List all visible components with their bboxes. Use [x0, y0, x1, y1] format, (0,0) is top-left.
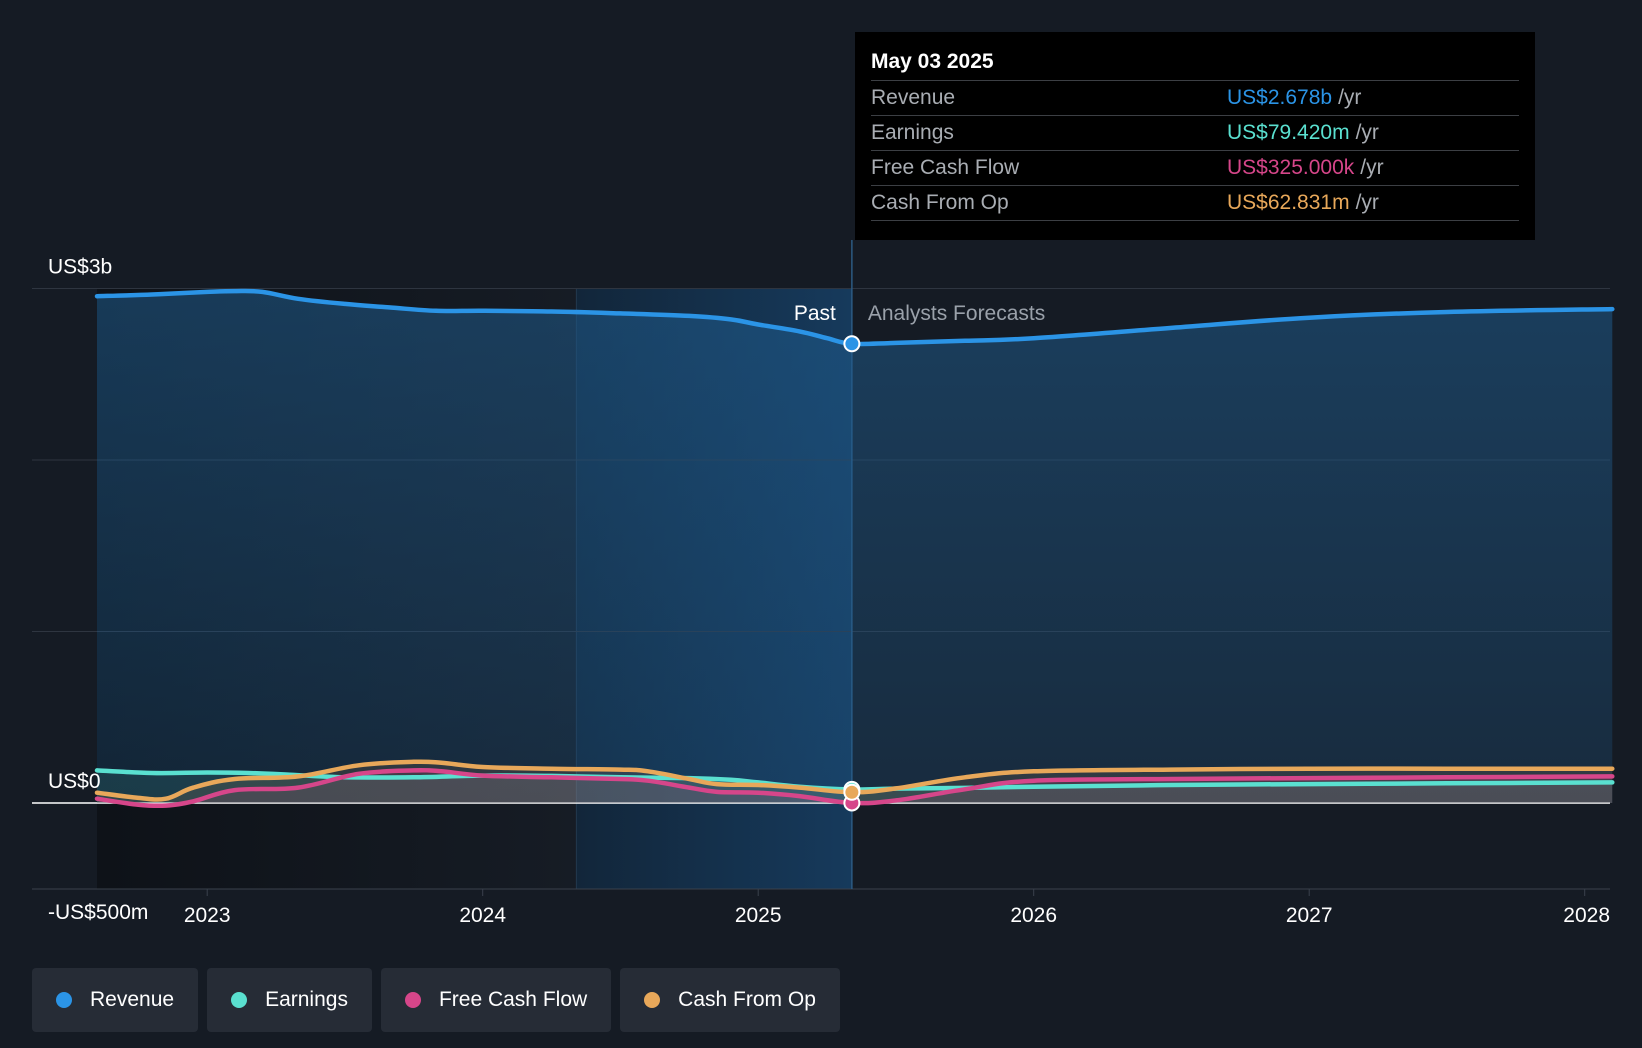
revenue-line	[94, 288, 1615, 347]
x-tick-label: 2026	[1010, 904, 1057, 927]
cfo-area	[97, 761, 1613, 803]
legend-dot-icon	[56, 992, 72, 1008]
fcf-line	[94, 767, 1615, 809]
legend-item-earnings[interactable]: Earnings	[207, 968, 372, 1032]
legend: Revenue Earnings Free Cash Flow Cash Fro…	[32, 968, 840, 1032]
tooltip-label: Earnings	[871, 121, 954, 144]
y-tick-label: US$0	[48, 770, 101, 793]
legend-label: Revenue	[90, 988, 175, 1011]
earnings-line	[94, 768, 1615, 792]
legend-label: Cash From Op	[678, 988, 816, 1011]
tooltip-value: US$79.420m	[1227, 121, 1350, 144]
legend-item-revenue[interactable]: Revenue	[32, 968, 199, 1032]
cfo-marker	[843, 783, 861, 801]
tooltip-value: US$62.831m	[1227, 191, 1350, 214]
legend-dot-icon	[404, 992, 421, 1008]
forecast-label: Analysts Forecasts	[868, 302, 1045, 325]
y-tick-label: -US$500m	[48, 901, 148, 924]
tooltip-value: US$2.678b	[1227, 86, 1333, 109]
cfo-line	[94, 759, 1615, 802]
tooltip-value: US$325.000k	[1227, 156, 1355, 179]
tooltip-row-cfo: Cash From Op US$62.831m /yr	[871, 186, 1519, 221]
tooltip-unit: /yr	[1355, 191, 1379, 214]
tooltip-label: Free Cash Flow	[871, 156, 1020, 179]
tooltip-row-revenue: Revenue US$2.678b /yr	[871, 81, 1519, 116]
x-tick-label: 2023	[184, 904, 231, 927]
legend-dot-icon	[644, 992, 661, 1008]
legend-item-cash-from-op[interactable]: Cash From Op	[620, 968, 840, 1032]
tooltip-unit: /yr	[1355, 121, 1379, 144]
y-tick-label: US$3b	[48, 256, 112, 279]
x-tick-label: 2025	[735, 904, 782, 927]
legend-label: Earnings	[265, 988, 348, 1011]
tooltip-row-fcf: Free Cash Flow US$325.000k /yr	[871, 151, 1519, 186]
past-label: Past	[794, 302, 836, 325]
tooltip-date: May 03 2025	[871, 46, 1519, 81]
x-tick-label: 2024	[459, 904, 506, 927]
x-tick-label: 2028	[1563, 904, 1610, 927]
legend-label: Free Cash Flow	[438, 988, 588, 1011]
chart-canvas: US$3b US$0 -US$500m 2023 2024 2025 2026 2027 202…	[32, 240, 1615, 927]
tooltip-label: Revenue	[871, 86, 956, 109]
earnings-area	[97, 770, 1613, 803]
tooltip-unit: /yr	[1338, 86, 1362, 109]
tooltip-label: Cash From Op	[871, 191, 1009, 214]
legend-dot-icon	[231, 992, 248, 1008]
tooltip-unit: /yr	[1360, 156, 1384, 179]
x-tick-label: 2027	[1286, 904, 1333, 927]
tooltip: May 03 2025 Revenue US$2.678b /yr Earnin…	[855, 32, 1535, 240]
tooltip-row-earnings: Earnings US$79.420m /yr	[871, 116, 1519, 151]
revenue-area	[97, 290, 1613, 804]
legend-item-free-cash-flow[interactable]: Free Cash Flow	[380, 968, 612, 1032]
revenue-marker	[843, 335, 861, 353]
